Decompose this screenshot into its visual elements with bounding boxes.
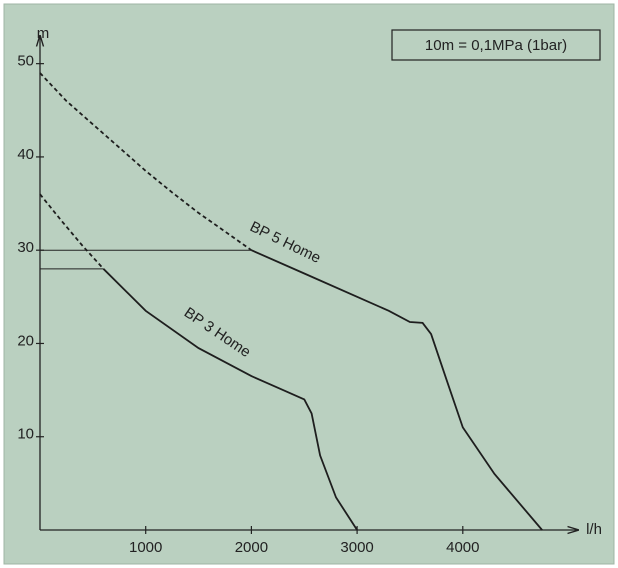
x-axis-label: l/h — [586, 521, 602, 538]
y-tick-label: 30 — [17, 239, 34, 256]
curve — [39, 193, 105, 270]
x-tick-label: 3000 — [340, 539, 373, 556]
x-tick-label: 4000 — [446, 539, 479, 556]
plot-background — [3, 3, 615, 565]
annotation-box — [391, 29, 601, 61]
y-tick-label: 10 — [17, 426, 34, 443]
curve — [251, 249, 543, 531]
curve — [39, 72, 252, 251]
annotation: 10m = 0,1MPa (1bar) — [425, 37, 567, 54]
y-tick-label: 40 — [17, 146, 34, 163]
y-tick-label: 50 — [17, 53, 34, 70]
curve — [102, 268, 358, 531]
y-tick-label: 20 — [17, 332, 34, 349]
x-tick-label: 1000 — [129, 539, 162, 556]
y-axis-label: m — [37, 25, 50, 42]
x-tick-label: 2000 — [235, 539, 268, 556]
